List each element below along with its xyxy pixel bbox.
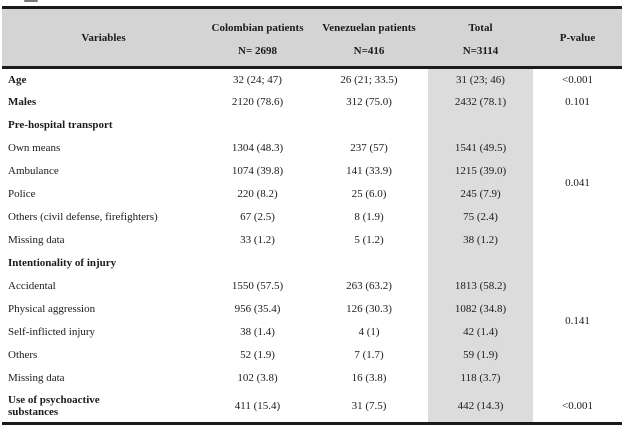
total-value: 1813 (58.2) [428, 274, 533, 298]
venezuelan-value: 16 (3.8) [351, 372, 387, 384]
table-row-age: Age 32 (24; 47) 26 (21; 33.5) 31 (23; 46… [2, 67, 622, 91]
total-value: 2432 (78.1) [428, 90, 533, 114]
header-colombian-n: N= 2698 [238, 44, 277, 57]
section-label: Intentionality of injury [8, 257, 117, 269]
row-label: Missing data [8, 234, 65, 246]
cropped-caption-artifact [24, 0, 38, 2]
colombian-value: 1304 (48.3) [231, 142, 284, 154]
total-value: 442 (14.3) [428, 389, 533, 424]
colombian-value: 411 (15.4) [234, 399, 281, 412]
venezuelan-value [310, 114, 428, 137]
colombian-value [205, 252, 310, 275]
header-venezuelan-label: Venezuelan patients [322, 21, 416, 34]
row-label: Age [8, 73, 27, 86]
colombian-value: 32 (24; 47) [233, 73, 282, 86]
total-value: 75 (2.4) [428, 205, 533, 229]
header-pvalue-label: P-value [559, 31, 596, 44]
total-value [428, 113, 533, 137]
header-pvalue: P-value [533, 7, 622, 69]
venezuelan-value: 263 (63.2) [346, 280, 392, 292]
table-row-own-means: Own means 1304 (48.3) 237 (57) 1541 (49.… [2, 136, 622, 160]
colombian-value: 52 (1.9) [240, 349, 275, 361]
row-label: Missing data [8, 372, 65, 384]
total-value: 38 (1.2) [428, 228, 533, 252]
venezuelan-value: 5 (1.2) [354, 234, 384, 246]
section-label: Pre-hospital transport [8, 119, 113, 131]
total-value: 118 (3.7) [428, 366, 533, 390]
row-label: Police [8, 188, 36, 200]
row-label: Use of psychoactive substances [2, 390, 205, 424]
colombian-value: 33 (1.2) [240, 234, 275, 246]
colombian-value [205, 114, 310, 137]
patients-comparison-table: Variables Colombian patients N= 2698 Ven… [2, 6, 622, 425]
table-row-physical-aggression: Physical aggression 956 (35.4) 126 (30.3… [2, 297, 622, 321]
venezuelan-value: 25 (6.0) [351, 188, 387, 200]
row-label: Others (civil defense, firefighters) [8, 211, 158, 223]
pvalue-cell: <0.001 [562, 399, 593, 412]
header-total: Total N=3114 [428, 7, 533, 69]
table-row-males: Males 2120 (78.6) 312 (75.0) 2432 (78.1)… [2, 90, 622, 114]
pvalue-cell: <0.001 [562, 73, 593, 86]
venezuelan-value: 8 (1.9) [354, 211, 384, 223]
header-colombian: Colombian patients N= 2698 [205, 7, 310, 69]
table-row-prehospital-transport: Pre-hospital transport 0.041 [2, 113, 622, 189]
header-total-n: N=3114 [462, 44, 499, 57]
colombian-value: 67 (2.5) [240, 211, 275, 223]
total-value: 1082 (34.8) [428, 297, 533, 321]
row-label: Accidental [8, 280, 56, 292]
venezuelan-value: 126 (30.3) [346, 303, 392, 315]
venezuelan-value: 4 (1) [358, 326, 380, 338]
row-label: Self-inflicted injury [8, 326, 96, 338]
table-row-accidental: Accidental 1550 (57.5) 263 (63.2) 1813 (… [2, 274, 622, 298]
venezuelan-value: 31 (7.5) [351, 399, 387, 412]
total-value: 31 (23; 46) [428, 67, 533, 91]
table-row-missing-data-intent: Missing data 102 (3.8) 16 (3.8) 118 (3.7… [2, 366, 622, 390]
header-venezuelan: Venezuelan patients N=416 [310, 7, 428, 69]
row-label: Ambulance [8, 165, 59, 177]
table-row-police: Police 220 (8.2) 25 (6.0) 245 (7.9) [2, 182, 622, 206]
venezuelan-value: 141 (33.9) [346, 165, 392, 177]
table-header-row: Variables Colombian patients N= 2698 Ven… [2, 7, 622, 69]
table-row-others-civil-defense: Others (civil defense, firefighters) 67 … [2, 205, 622, 229]
pvalue-cell-group: 0.041 [565, 176, 590, 189]
table-row-psychoactive-substances: Use of psychoactive substances 411 (15.4… [2, 389, 622, 424]
venezuelan-value [310, 252, 428, 275]
total-value: 1541 (49.5) [428, 136, 533, 160]
colombian-value: 1550 (57.5) [231, 280, 284, 292]
header-total-label: Total [468, 21, 493, 34]
venezuelan-value: 26 (21; 33.5) [340, 73, 398, 86]
row-label: Others [8, 349, 38, 361]
table-row-missing-data-transport: Missing data 33 (1.2) 5 (1.2) 38 (1.2) [2, 228, 622, 252]
total-value: 1215 (39.0) [428, 159, 533, 183]
colombian-value: 220 (8.2) [237, 188, 278, 200]
total-value: 59 (1.9) [428, 343, 533, 367]
colombian-value: 102 (3.8) [237, 372, 278, 384]
venezuelan-value: 237 (57) [350, 142, 388, 154]
header-colombian-label: Colombian patients [211, 21, 304, 34]
colombian-value: 956 (35.4) [234, 303, 281, 315]
header-venezuelan-n: N=416 [353, 44, 385, 57]
total-value: 245 (7.9) [428, 182, 533, 206]
table-row-self-inflicted: Self-inflicted injury 38 (1.4) 4 (1) 42 … [2, 320, 622, 344]
table-row-ambulance: Ambulance 1074 (39.8) 141 (33.9) 1215 (3… [2, 159, 622, 183]
venezuelan-value: 312 (75.0) [346, 96, 392, 108]
header-variables-label: Variables [81, 31, 126, 44]
venezuelan-value: 7 (1.7) [354, 349, 384, 361]
total-value [428, 251, 533, 275]
colombian-value: 38 (1.4) [240, 326, 275, 338]
header-variables: Variables [2, 7, 205, 69]
row-label: Own means [8, 142, 61, 154]
row-label: Physical aggression [8, 303, 96, 315]
row-label: Males [8, 96, 37, 108]
colombian-value: 1074 (39.8) [231, 165, 284, 177]
pvalue-cell-group: 0.141 [565, 314, 590, 327]
colombian-value: 2120 (78.6) [231, 96, 284, 108]
table-row-intentionality: Intentionality of injury 0.141 [2, 251, 622, 327]
pvalue-cell: 0.101 [565, 96, 590, 108]
table-row-others-intent: Others 52 (1.9) 7 (1.7) 59 (1.9) [2, 343, 622, 367]
row-label-text: Use of psychoactive substances [8, 393, 100, 418]
total-value: 42 (1.4) [428, 320, 533, 344]
